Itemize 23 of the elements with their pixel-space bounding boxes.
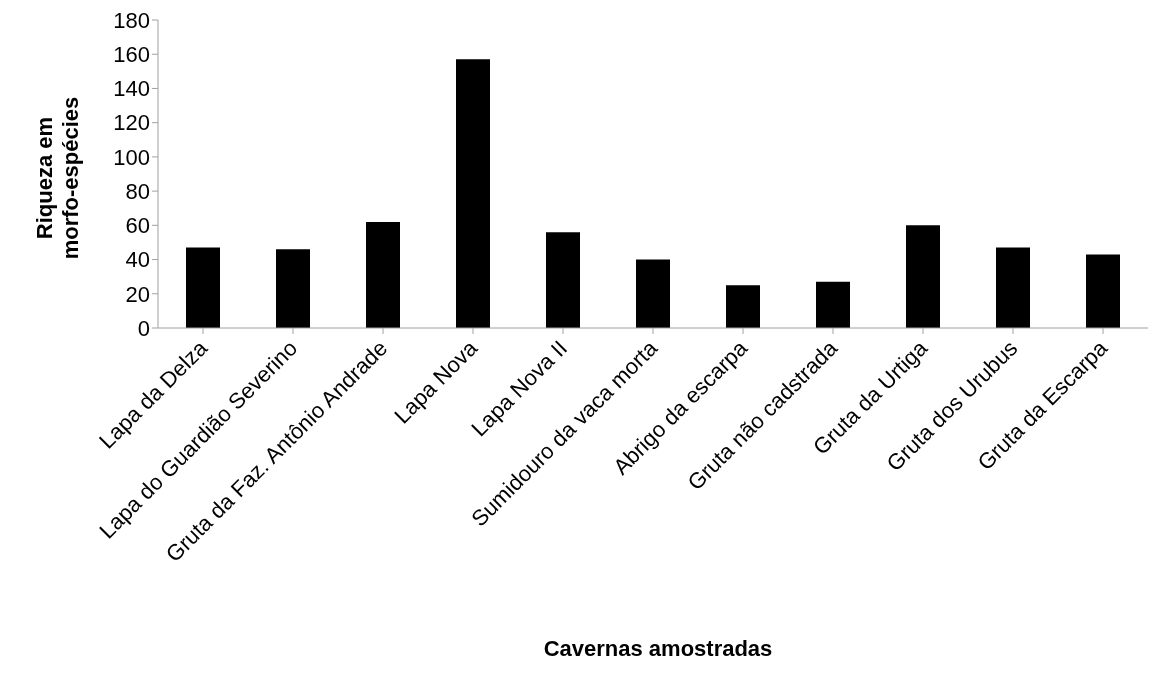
- y-tick-label: 100: [113, 144, 150, 170]
- bar: [996, 247, 1030, 328]
- bar: [1086, 254, 1120, 328]
- bar: [186, 247, 220, 328]
- y-tick-label: 0: [137, 315, 150, 341]
- y-tick-label: 180: [113, 7, 150, 33]
- bar: [366, 221, 400, 328]
- bar: [906, 225, 940, 328]
- y-tick-label: 120: [113, 110, 150, 136]
- y-tick-label: 160: [113, 42, 150, 68]
- bar: [636, 259, 670, 328]
- y-axis-title: Riqueza em morfo-espécies: [32, 96, 84, 260]
- bar: [816, 281, 850, 328]
- bar: [726, 285, 760, 328]
- bar: [546, 232, 580, 328]
- y-tick-label: 140: [113, 76, 150, 102]
- y-tick-label: 80: [125, 178, 150, 204]
- bar: [456, 59, 490, 328]
- y-tick-label: 40: [125, 247, 150, 273]
- y-tick-label: 60: [125, 213, 150, 239]
- bar: [276, 249, 310, 328]
- x-axis-title: Cavernas amostradas: [542, 636, 774, 662]
- y-tick-label: 20: [125, 281, 150, 307]
